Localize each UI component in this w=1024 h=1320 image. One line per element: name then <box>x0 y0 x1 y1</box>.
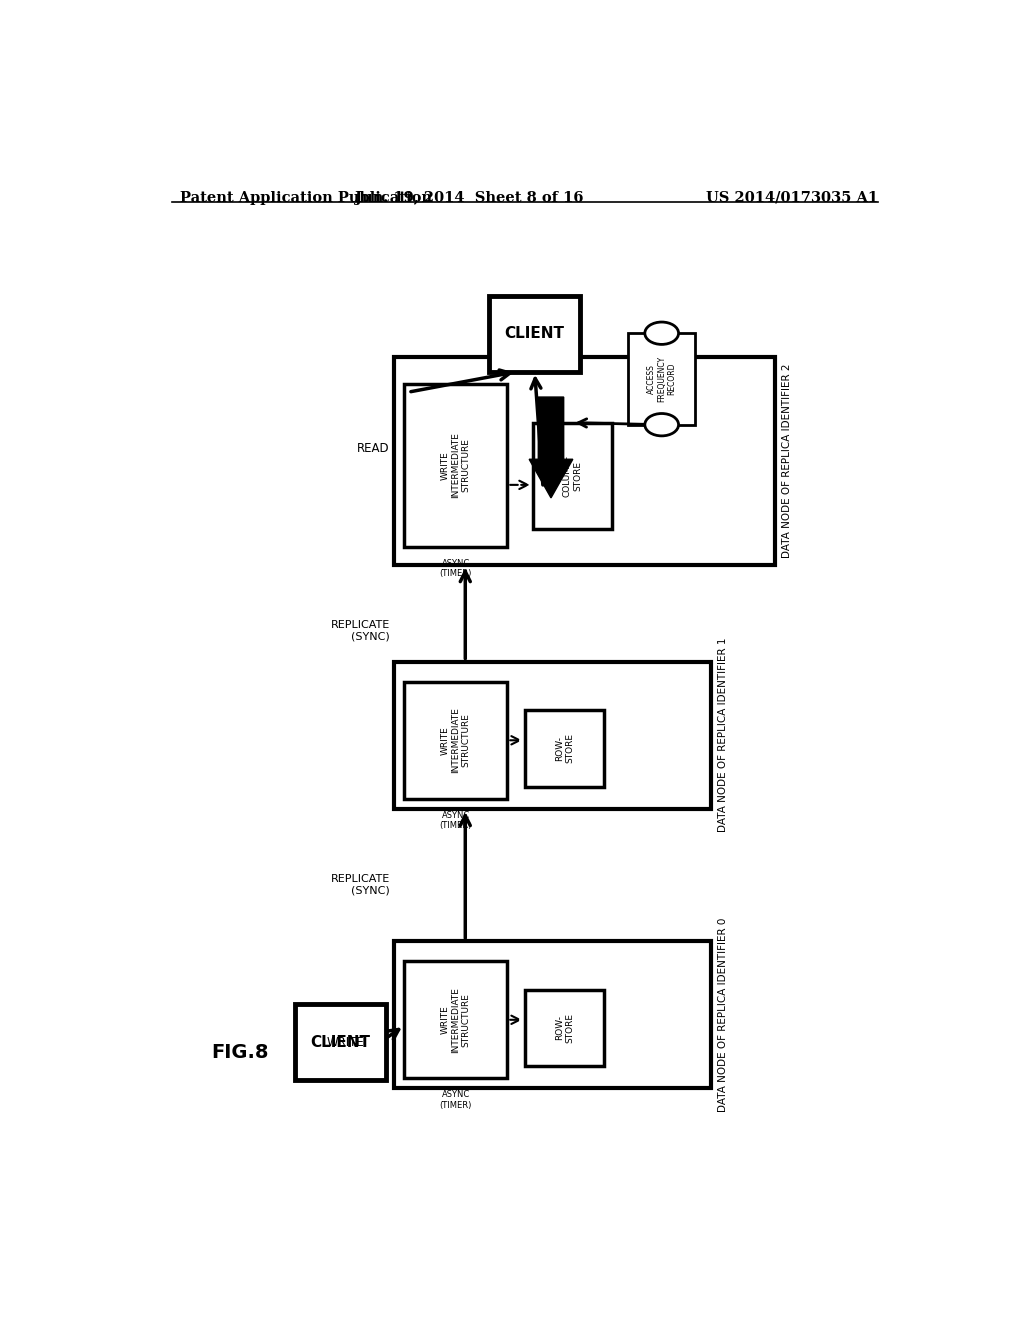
Bar <box>394 661 712 809</box>
Text: REPLICATE
(SYNC): REPLICATE (SYNC) <box>331 874 390 896</box>
Bar <box>524 990 604 1067</box>
Text: REPLICATE
(SYNC): REPLICATE (SYNC) <box>331 620 390 642</box>
Text: CLIENT: CLIENT <box>310 1035 371 1049</box>
Bar <box>404 384 507 546</box>
Text: ASYNC
(TIMER): ASYNC (TIMER) <box>439 558 472 578</box>
Text: CLIENT: CLIENT <box>505 326 564 342</box>
Bar <box>532 422 612 529</box>
Bar <box>524 710 604 787</box>
Text: FIG.8: FIG.8 <box>211 1043 269 1063</box>
Text: READ: READ <box>357 442 390 454</box>
Text: Jun. 19, 2014  Sheet 8 of 16: Jun. 19, 2014 Sheet 8 of 16 <box>355 191 584 205</box>
Text: DATA NODE OF REPLICA IDENTIFIER 1: DATA NODE OF REPLICA IDENTIFIER 1 <box>718 638 728 833</box>
FancyArrow shape <box>529 397 572 498</box>
Text: ROW-
STORE: ROW- STORE <box>555 1012 574 1043</box>
Text: Patent Application Publication: Patent Application Publication <box>179 191 431 205</box>
Text: WRITE
INTERMEDIATE
STRUCTURE: WRITE INTERMEDIATE STRUCTURE <box>441 433 471 498</box>
Bar <box>404 682 507 799</box>
Text: COLUMN-
STORE: COLUMN- STORE <box>563 455 582 498</box>
Bar <box>489 296 581 372</box>
Text: ACCESS
FREQUENCY
RECORD: ACCESS FREQUENCY RECORD <box>647 356 677 403</box>
Bar <box>394 356 775 565</box>
Text: WRITE
INTERMEDIATE
STRUCTURE: WRITE INTERMEDIATE STRUCTURE <box>441 987 471 1053</box>
Text: DATA NODE OF REPLICA IDENTIFIER 2: DATA NODE OF REPLICA IDENTIFIER 2 <box>781 363 792 558</box>
Text: ASYNC
(TIMER): ASYNC (TIMER) <box>439 1090 472 1110</box>
Text: US 2014/0173035 A1: US 2014/0173035 A1 <box>706 191 878 205</box>
Text: DATA NODE OF REPLICA IDENTIFIER 0: DATA NODE OF REPLICA IDENTIFIER 0 <box>718 917 728 1111</box>
Ellipse shape <box>645 322 679 345</box>
Text: WRITE
INTERMEDIATE
STRUCTURE: WRITE INTERMEDIATE STRUCTURE <box>441 708 471 774</box>
Bar <box>394 941 712 1089</box>
Bar <box>628 333 695 425</box>
Bar <box>404 961 507 1078</box>
Text: ASYNC
(TIMER): ASYNC (TIMER) <box>439 810 472 830</box>
Text: ROW-
STORE: ROW- STORE <box>555 734 574 763</box>
Ellipse shape <box>645 413 679 436</box>
Bar <box>295 1005 386 1080</box>
Text: WRITE: WRITE <box>327 1036 365 1049</box>
